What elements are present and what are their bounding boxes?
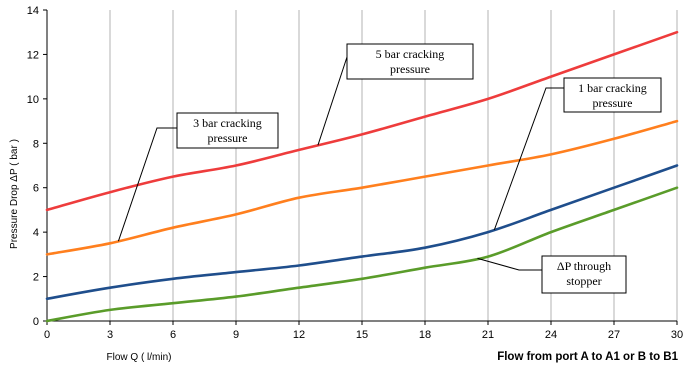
series-lines <box>45 30 679 323</box>
y-axis-title: Pressure Drop ΔP ( bar ) <box>9 139 20 249</box>
annotation-leader-line <box>477 257 542 271</box>
annotation-text: stopper <box>566 274 601 288</box>
y-tick-label: 12 <box>27 49 39 61</box>
x-tick-label: 27 <box>608 329 620 341</box>
annotation-leader-line <box>117 127 177 242</box>
annotation-text: ΔP through <box>557 259 611 273</box>
x-tick-label: 12 <box>293 329 305 341</box>
x-tick-label: 21 <box>482 329 494 341</box>
x-tick-label: 24 <box>545 329 557 341</box>
annotation-text: 3 bar cracking <box>193 116 262 130</box>
series-line-3 <box>45 186 679 323</box>
annotation-leader-line <box>493 87 564 231</box>
x-axis-title: Flow Q ( l/min) <box>107 352 172 363</box>
x-tick-label: 15 <box>356 329 368 341</box>
series-line-1 <box>45 119 679 256</box>
annotation-box <box>563 77 662 113</box>
y-tick-label: 0 <box>33 316 39 328</box>
y-tick-label: 14 <box>27 5 39 17</box>
y-tick-label: 4 <box>33 227 39 239</box>
annotation-box <box>346 43 474 80</box>
x-axis-flow-description: Flow from port A to A1 or B to B1 <box>497 351 678 363</box>
x-tick-label: 18 <box>419 329 431 341</box>
annotation-leader-line <box>317 56 348 146</box>
annotation-text: pressure <box>390 62 430 76</box>
annotation-text: pressure <box>593 96 633 110</box>
annotation-box <box>176 112 279 149</box>
y-tick-label: 8 <box>33 138 39 150</box>
y-tick-label: 6 <box>33 183 39 195</box>
annotation-text: 1 bar cracking <box>578 81 647 95</box>
y-tick-label: 10 <box>27 94 39 106</box>
annotation-box <box>541 255 627 294</box>
annotation-text: pressure <box>208 131 248 145</box>
annotation-text: 5 bar cracking <box>376 47 445 61</box>
series-line-0 <box>45 30 679 212</box>
x-tick-label: 0 <box>44 329 50 341</box>
x-tick-label: 6 <box>170 329 176 341</box>
x-tick-label: 3 <box>107 329 113 341</box>
x-tick-label: 9 <box>233 329 239 341</box>
y-tick-label: 2 <box>33 272 39 284</box>
x-tick-label: 30 <box>671 329 683 341</box>
series-line-2 <box>45 164 679 301</box>
